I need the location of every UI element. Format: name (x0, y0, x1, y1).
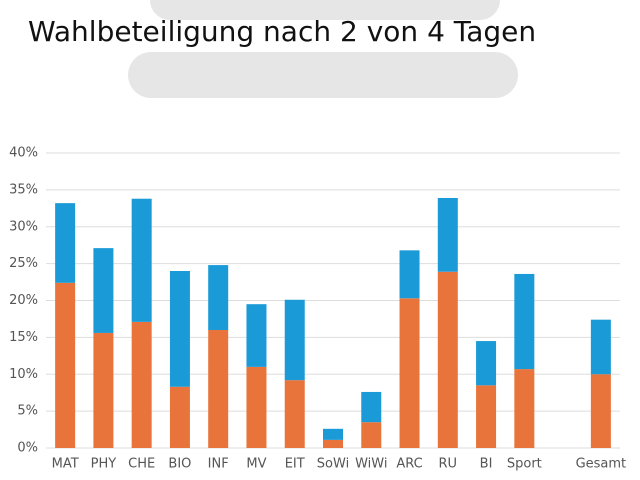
x-tick-label: ARC (396, 457, 422, 472)
x-tick-label: EIT (285, 457, 305, 472)
bar-segment (131, 198, 152, 322)
bar-segment (55, 282, 76, 448)
bar-segment (284, 380, 305, 448)
decor-blur (150, 0, 500, 20)
bar-segment (361, 391, 382, 423)
y-tick-label: 35% (9, 182, 38, 197)
x-tick-label: CHE (128, 457, 155, 472)
bar-segment (476, 385, 497, 448)
bar-segment (169, 386, 190, 448)
y-tick-label: 25% (9, 256, 38, 271)
x-tick-label: RU (439, 457, 458, 472)
bar-segment (323, 428, 343, 440)
bar-segment (284, 299, 305, 381)
bar-segment (590, 319, 611, 375)
y-tick-label: 15% (9, 330, 38, 345)
bar-segment (208, 330, 229, 448)
chart-title: Wahlbeteiligung nach 2 von 4 Tagen (28, 15, 536, 48)
bar-segment (208, 265, 229, 330)
y-tick-label: 20% (9, 293, 38, 308)
x-tick-label: BI (480, 457, 493, 472)
bar-segment (437, 271, 458, 448)
x-tick-label: Gesamt (576, 457, 627, 472)
y-tick-label: 10% (9, 367, 38, 382)
plot-area: 0% 5% 10% 15% 20% 25% 30% 35% 40% MAT PHY CHE BIO INF… (9, 146, 626, 472)
decor-blur (128, 52, 518, 98)
x-tick-label: BIO (168, 457, 191, 472)
y-tick-label: 30% (9, 219, 38, 234)
bar-segment (514, 273, 535, 370)
y-tick-label: 40% (9, 146, 38, 161)
x-tick-label: MAT (52, 457, 79, 472)
x-tick-label: MV (246, 457, 266, 472)
y-tick-label: 5% (17, 404, 38, 419)
bar-segment (476, 341, 497, 386)
x-tick-label: SoWi (317, 457, 349, 472)
x-tick-label: WiWi (355, 457, 387, 472)
bar-segment (246, 304, 267, 367)
bar-segment (323, 439, 343, 448)
bar-segment (169, 271, 190, 387)
bar-segment (399, 250, 420, 299)
bar-segment (361, 422, 382, 448)
bar-segment (55, 203, 76, 283)
bar-segment (514, 369, 535, 448)
x-tick-label: INF (208, 457, 229, 472)
bar-segment (93, 332, 114, 448)
x-tick-label: PHY (91, 457, 117, 472)
bar-segment (131, 321, 152, 448)
y-tick-label: 0% (17, 441, 38, 456)
bar-segment (590, 374, 611, 448)
bar-segment (93, 248, 114, 333)
bar-segment (399, 298, 420, 448)
bar-segment (246, 366, 267, 448)
x-tick-label: Sport (507, 457, 542, 472)
bar-segment (437, 197, 458, 272)
